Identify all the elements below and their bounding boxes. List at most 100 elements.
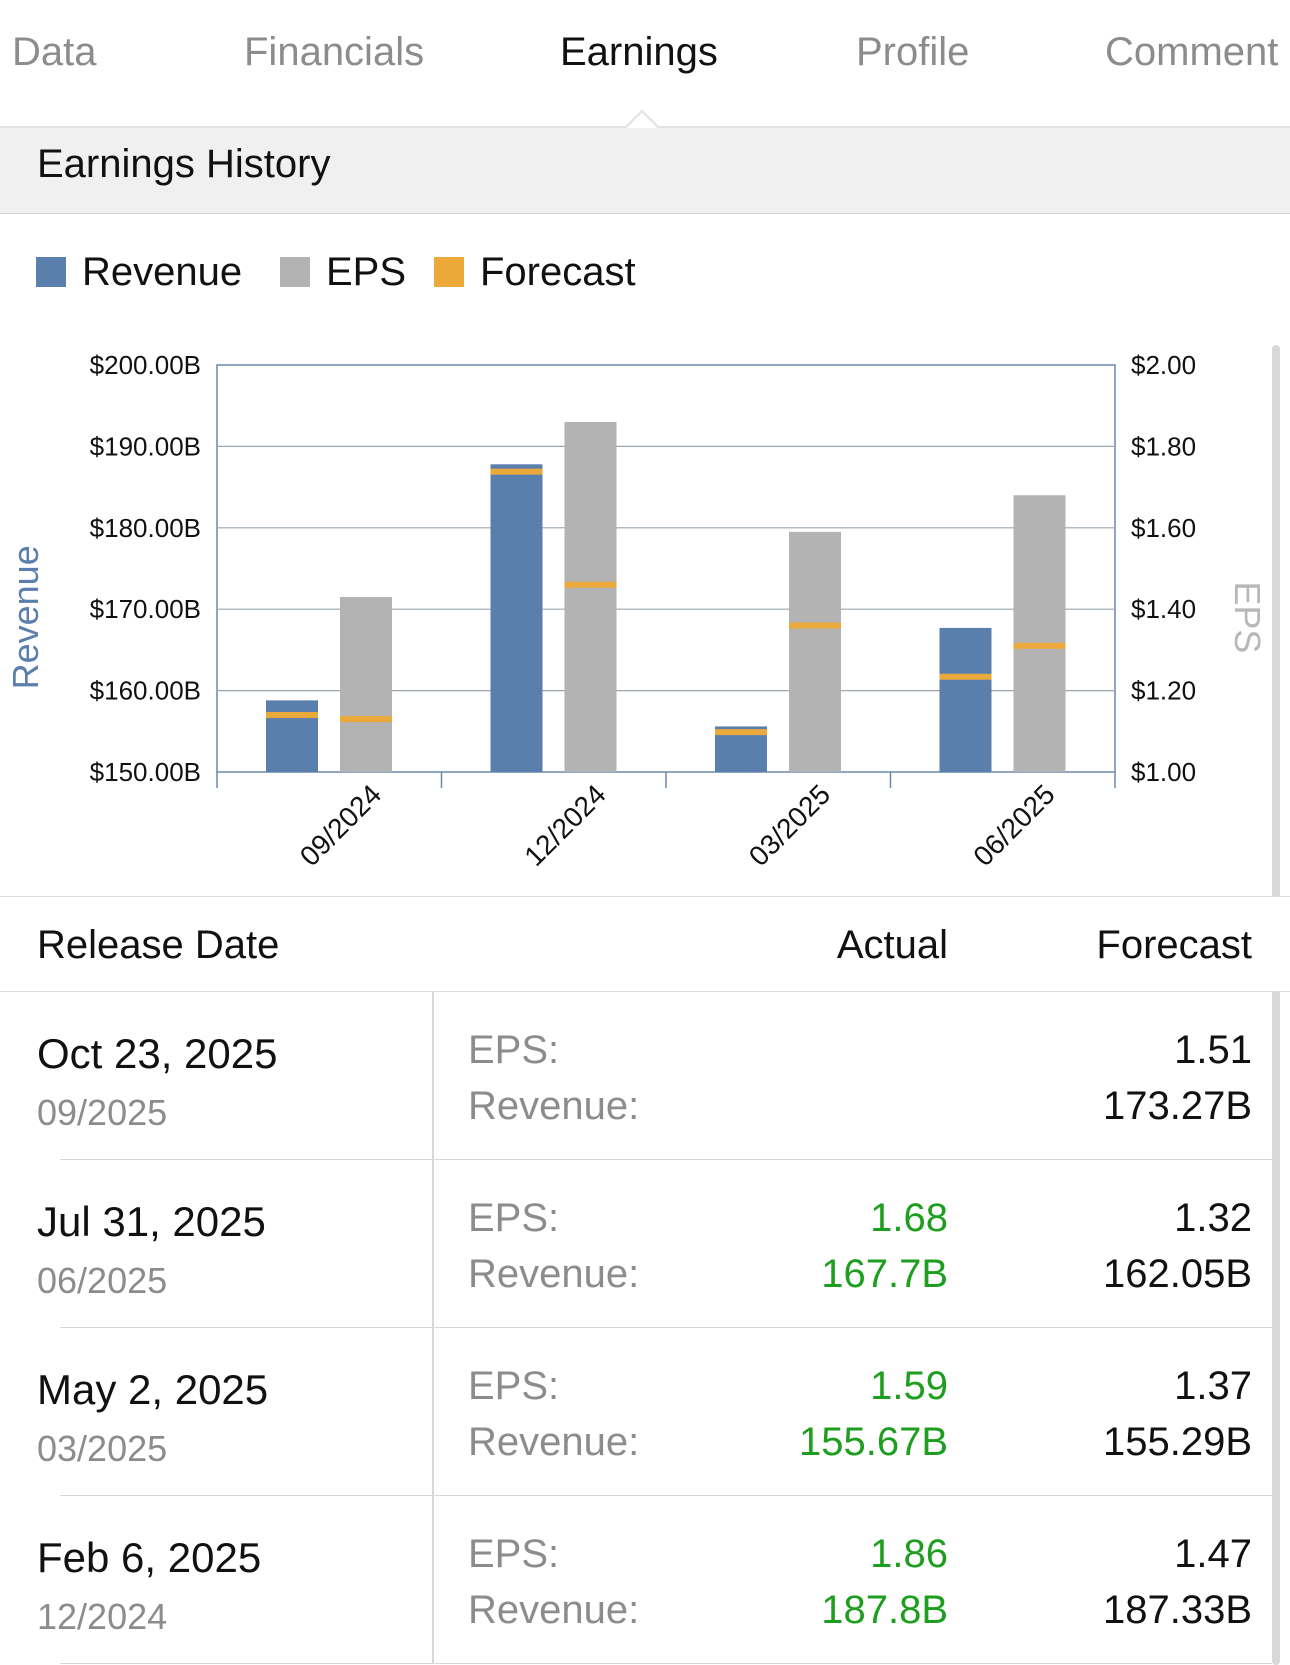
revenue-bar [939,627,992,772]
section-title: Earnings History [37,142,331,186]
left-tick-label: $190.00B [90,431,201,461]
fiscal-period: 06/2025 [37,1260,168,1301]
eps-forecast: 1.47 [1174,1532,1252,1576]
row-divider [60,1327,1272,1328]
revenue-forecast-marker [490,468,543,475]
eps-bar [789,531,841,772]
legend-revenue-swatch [36,257,66,287]
eps-forecast: 1.32 [1174,1196,1252,1240]
column-divider [432,992,434,1160]
earnings-chart: $150.00B $1.00 $160.00B $1.20 $170.00B $1.40 $… [0,330,1290,890]
row-divider [60,1663,1272,1664]
header-forecast: Forecast [1096,923,1252,967]
eps-actual: 1.59 [870,1364,948,1408]
revenue-actual: 155.67B [798,1420,948,1464]
revenue-forecast-marker [715,729,767,736]
revenue-forecast: 162.05B [1102,1252,1252,1296]
eps-forecast-marker [564,581,617,588]
eps-label: EPS: [468,1364,560,1408]
tab-bar: l Data Financials Earnings Profile Comme… [0,0,1290,128]
column-divider [432,1160,434,1328]
revenue-actual: 187.8B [821,1588,948,1632]
column-divider [432,1496,434,1664]
earnings-table: Oct 23, 2025 09/2025 EPS: Revenue: 1.51 … [0,992,1290,1664]
revenue-label: Revenue: [468,1252,640,1296]
eps-forecast-marker [789,622,841,629]
right-tick-label: $1.80 [1131,431,1196,461]
eps-forecast: 1.51 [1174,1028,1252,1072]
table-header: Release Date Actual Forecast [0,896,1290,992]
fiscal-period: 12/2024 [37,1596,168,1637]
release-date: May 2, 2025 [37,1366,269,1413]
earnings-chart-svg: $150.00B $1.00 $160.00B $1.20 $170.00B $1.40 $… [5,350,1268,872]
legend-eps[interactable]: EPS [280,250,406,295]
left-tick-label: $170.00B [90,594,201,624]
revenue-forecast: 173.27B [1102,1084,1252,1128]
right-axis-title: EPS [1227,581,1268,653]
header-actual: Actual [836,923,948,967]
category-label: 09/2024 [294,779,387,872]
tab-comment[interactable]: Comment [1105,30,1279,74]
legend-eps-label: EPS [326,250,407,294]
eps-forecast-marker [1013,642,1066,649]
tab-financials[interactable]: Financials [244,30,425,74]
revenue-forecast-marker [266,712,318,719]
legend-forecast[interactable]: Forecast [434,250,636,295]
release-date: Oct 23, 2025 [37,1030,278,1077]
right-tick-label: $1.60 [1131,513,1196,543]
release-date: Feb 6, 2025 [37,1534,262,1581]
revenue-forecast: 187.33B [1102,1588,1252,1632]
right-tick-label: $1.20 [1131,676,1196,706]
eps-forecast-marker [340,716,392,723]
scrollbar[interactable] [1272,345,1280,1665]
left-tick-label: $150.00B [90,757,201,787]
revenue-label: Revenue: [468,1588,640,1632]
eps-actual: 1.68 [870,1196,948,1240]
left-axis-title: Revenue [5,545,46,689]
eps-label: EPS: [468,1028,560,1072]
release-date: Jul 31, 2025 [37,1198,266,1245]
fiscal-period: 03/2025 [37,1428,168,1469]
left-tick-label: $180.00B [90,513,201,543]
tab-data[interactable]: l Data [0,30,97,75]
category-label: 03/2025 [743,779,836,872]
eps-label: EPS: [468,1532,560,1576]
right-tick-label: $2.00 [1131,350,1196,380]
right-tick-label: $1.40 [1131,594,1196,624]
column-divider [432,1328,434,1496]
eps-label: EPS: [468,1196,560,1240]
tab-data-label: Data [12,30,97,74]
category-label: 06/2025 [967,779,1060,872]
left-tick-label: $200.00B [90,350,201,380]
tab-profile[interactable]: Profile [856,30,970,74]
earnings-history-header: Earnings History [0,128,1290,214]
legend-forecast-label: Forecast [480,250,636,294]
revenue-label: Revenue: [468,1084,640,1128]
revenue-actual: 167.7B [821,1252,948,1296]
table-row[interactable]: May 2, 2025 03/2025 EPS: Revenue: 1.59 1… [0,1328,1290,1496]
revenue-forecast: 155.29B [1102,1420,1252,1464]
eps-bar [1013,495,1066,772]
revenue-label: Revenue: [468,1420,640,1464]
right-tick-label: $1.00 [1131,757,1196,787]
table-row[interactable]: Oct 23, 2025 09/2025 EPS: Revenue: 1.51 … [0,992,1290,1160]
fiscal-period: 09/2025 [37,1092,168,1133]
legend-revenue-label: Revenue [82,250,243,294]
revenue-bar [266,700,318,772]
row-divider [60,1159,1272,1160]
legend-eps-swatch [280,257,310,287]
header-release-date: Release Date [37,923,280,967]
revenue-bar [490,464,543,772]
revenue-forecast-marker [939,673,992,680]
legend-revenue[interactable]: Revenue [36,250,242,295]
tab-earnings[interactable]: Earnings [560,30,718,74]
table-row[interactable]: Feb 6, 2025 12/2024 EPS: Revenue: 1.86 1… [0,1496,1290,1664]
table-row[interactable]: Jul 31, 2025 06/2025 EPS: Revenue: 1.68 … [0,1160,1290,1328]
eps-actual: 1.86 [870,1532,948,1576]
category-label: 12/2024 [518,779,611,872]
legend-forecast-swatch [434,257,464,287]
eps-bar [340,596,392,772]
left-tick-label: $160.00B [90,676,201,706]
eps-forecast: 1.37 [1174,1364,1252,1408]
row-divider [60,1495,1272,1496]
